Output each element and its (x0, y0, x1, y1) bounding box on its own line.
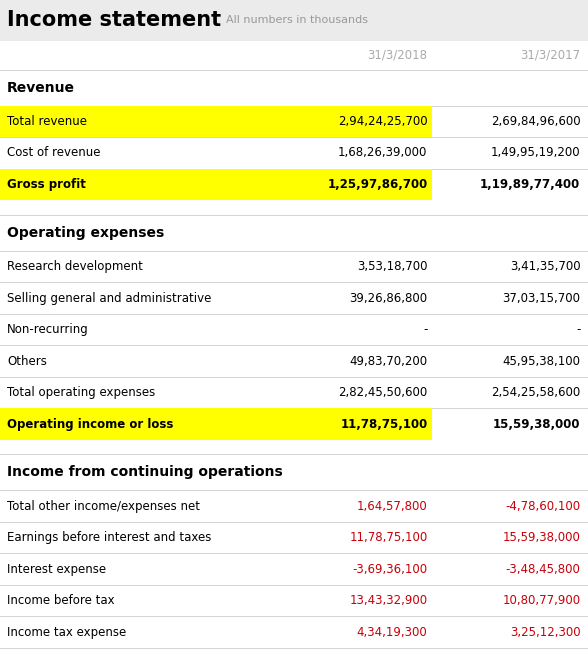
Text: Interest expense: Interest expense (7, 563, 106, 576)
Text: 39,26,86,800: 39,26,86,800 (349, 291, 427, 304)
Text: Total revenue: Total revenue (7, 115, 87, 128)
Text: Cost of revenue: Cost of revenue (7, 146, 101, 159)
Text: Revenue: Revenue (7, 81, 75, 94)
Text: Total operating expenses: Total operating expenses (7, 386, 155, 399)
Text: 1,64,57,800: 1,64,57,800 (357, 500, 427, 513)
Text: -: - (576, 323, 580, 336)
Text: 2,54,25,58,600: 2,54,25,58,600 (491, 386, 580, 399)
Text: Selling general and administrative: Selling general and administrative (7, 291, 212, 304)
Text: Operating expenses: Operating expenses (7, 226, 164, 239)
Text: -3,69,36,100: -3,69,36,100 (352, 563, 427, 576)
Text: 3,53,18,700: 3,53,18,700 (357, 260, 427, 273)
Text: Gross profit: Gross profit (7, 178, 86, 191)
Bar (0, 408, 432, 440)
Text: Total other income/expenses net: Total other income/expenses net (7, 500, 200, 513)
Text: 11,78,75,100: 11,78,75,100 (340, 417, 427, 430)
Text: 11,78,75,100: 11,78,75,100 (349, 531, 427, 544)
Text: Research development: Research development (7, 260, 143, 273)
Bar (0, 106, 432, 137)
Text: 1,49,95,19,200: 1,49,95,19,200 (491, 146, 580, 159)
Text: 37,03,15,700: 37,03,15,700 (502, 291, 580, 304)
Text: 1,25,97,86,700: 1,25,97,86,700 (328, 178, 427, 191)
Text: 31/3/2017: 31/3/2017 (520, 49, 580, 62)
Bar (0, 169, 432, 200)
Bar (0, 0, 588, 41)
Text: Income tax expense: Income tax expense (7, 626, 126, 639)
Text: Operating income or loss: Operating income or loss (7, 417, 173, 430)
Text: 2,69,84,96,600: 2,69,84,96,600 (491, 115, 580, 128)
Text: Income statement: Income statement (7, 10, 221, 30)
Text: 15,59,38,000: 15,59,38,000 (493, 417, 580, 430)
Text: Non-recurring: Non-recurring (7, 323, 89, 336)
Text: Earnings before interest and taxes: Earnings before interest and taxes (7, 531, 212, 544)
Text: 4,34,19,300: 4,34,19,300 (357, 626, 427, 639)
Text: -3,48,45,800: -3,48,45,800 (506, 563, 580, 576)
Text: 10,80,77,900: 10,80,77,900 (502, 594, 580, 607)
Text: 3,25,12,300: 3,25,12,300 (510, 626, 580, 639)
Text: -4,78,60,100: -4,78,60,100 (505, 500, 580, 513)
Text: 1,68,26,39,000: 1,68,26,39,000 (338, 146, 427, 159)
Text: 2,82,45,50,600: 2,82,45,50,600 (338, 386, 427, 399)
Text: 13,43,32,900: 13,43,32,900 (349, 594, 427, 607)
Text: 49,83,70,200: 49,83,70,200 (349, 354, 427, 367)
Text: 3,41,35,700: 3,41,35,700 (510, 260, 580, 273)
Text: -: - (423, 323, 427, 336)
Text: 2,94,24,25,700: 2,94,24,25,700 (338, 115, 427, 128)
Text: Income before tax: Income before tax (7, 594, 115, 607)
Text: All numbers in thousands: All numbers in thousands (226, 15, 368, 26)
Text: 1,19,89,77,400: 1,19,89,77,400 (480, 178, 580, 191)
Text: Others: Others (7, 354, 47, 367)
Text: 15,59,38,000: 15,59,38,000 (503, 531, 580, 544)
Text: Income from continuing operations: Income from continuing operations (7, 465, 283, 480)
Text: 45,95,38,100: 45,95,38,100 (502, 354, 580, 367)
Text: 31/3/2018: 31/3/2018 (368, 49, 427, 62)
